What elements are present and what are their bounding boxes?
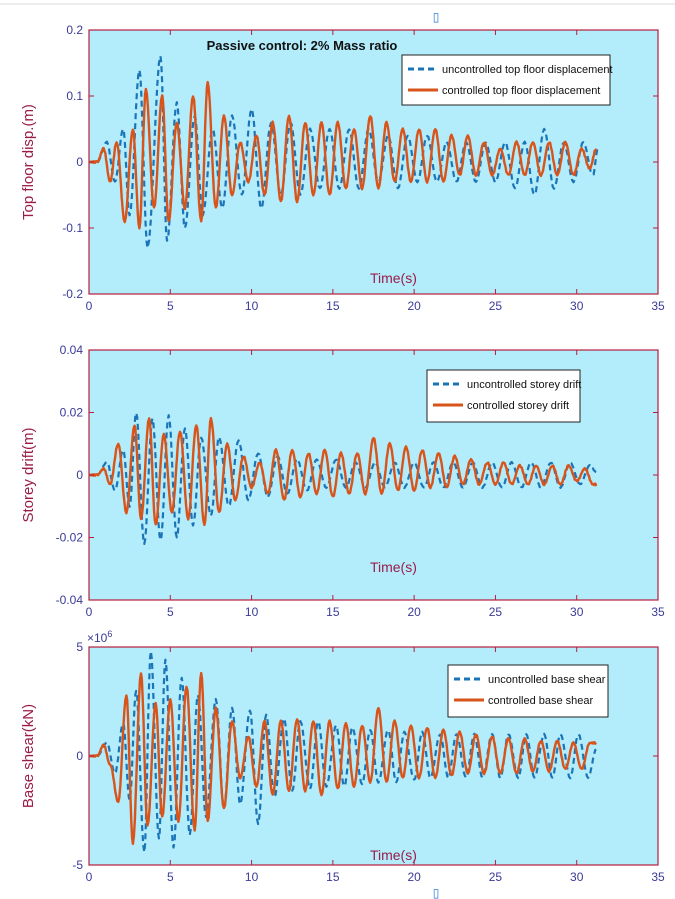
x-tick-label: 30 <box>570 299 584 313</box>
y-tick-label: -0.02 <box>56 531 84 545</box>
legend-box <box>426 369 581 423</box>
top-window-marker[interactable]: ▯ <box>433 10 440 24</box>
subplots: 0 5 10 15 20 25 30 35 -0.2 -0.1 0 0.1 0.2 Time(s) Top … <box>20 23 665 884</box>
uncontrolled-series-line[interactable] <box>89 650 597 854</box>
subplot-2: 0 5 10 15 20 25 30 35 -0.04 -0.02 0 0.02 0.04 Time(s)… <box>20 343 665 619</box>
y-tick-label: 0 <box>76 749 83 763</box>
legend[interactable]: uncontrolled top floor displacement contr… <box>401 54 613 106</box>
x-axis-label: Time(s) <box>370 270 417 286</box>
legend-box <box>401 54 611 106</box>
uncontrolled-series-line[interactable] <box>89 411 597 545</box>
exponent-superscript: 6 <box>107 629 112 639</box>
controlled-series-line[interactable] <box>89 416 598 527</box>
x-tick-label: 15 <box>326 299 340 313</box>
legend-entry-label: controlled storey drift <box>467 400 569 412</box>
controlled-series-line[interactable] <box>89 80 598 230</box>
y-tick-label: 0 <box>76 468 83 482</box>
uncontrolled-series-line[interactable] <box>89 55 599 250</box>
legend[interactable]: uncontrolled storey drift controlled stor… <box>426 369 581 423</box>
y-exponent-label: ×106 <box>87 629 112 645</box>
x-tick-label: 15 <box>326 870 340 884</box>
x-tick-label: 35 <box>651 605 665 619</box>
x-tick-label: 20 <box>407 299 421 313</box>
series-group <box>89 55 599 250</box>
y-tick-label: 0.04 <box>60 343 84 357</box>
x-tick-label: 30 <box>570 870 584 884</box>
y-tick-label: -0.04 <box>56 593 84 607</box>
legend-entry-label: uncontrolled base shear <box>488 674 606 686</box>
bottom-window-marker[interactable]: ▯ <box>433 886 440 899</box>
series-group <box>89 411 598 545</box>
x-tick-label: 35 <box>651 870 665 884</box>
x-axis-label: Time(s) <box>370 847 417 863</box>
x-tick-label: 25 <box>489 870 503 884</box>
x-tick-label: 30 <box>570 605 584 619</box>
x-tick-label: 25 <box>489 605 503 619</box>
y-axis-label: Base shear(kN) <box>20 704 37 808</box>
x-tick-label: 20 <box>407 605 421 619</box>
series-group <box>89 650 597 854</box>
x-tick-label: 15 <box>326 605 340 619</box>
y-tick-label: 0.1 <box>66 89 83 103</box>
legend-entry-label: uncontrolled storey drift <box>467 379 581 391</box>
x-tick-label: 10 <box>245 605 259 619</box>
legend-entry-label: uncontrolled top floor displacement <box>442 64 613 76</box>
x-tick-label: 0 <box>86 299 93 313</box>
y-axis-label: Top floor disp.(m) <box>20 104 37 220</box>
y-tick-label: -0.2 <box>62 287 83 301</box>
x-tick-label: 10 <box>245 870 259 884</box>
chart-title: Passive control: 2% Mass ratio <box>207 38 398 53</box>
controlled-series-line[interactable] <box>89 671 597 845</box>
x-axis-label: Time(s) <box>370 559 417 575</box>
y-tick-label: -0.1 <box>62 221 83 235</box>
legend-box <box>447 664 609 718</box>
y-tick-label: -5 <box>72 858 83 872</box>
legend[interactable]: uncontrolled base shear controlled base s… <box>447 664 609 718</box>
y-tick-label: 0.2 <box>66 23 83 37</box>
x-tick-label: 25 <box>489 299 503 313</box>
x-tick-label: 0 <box>86 605 93 619</box>
x-tick-label: 0 <box>86 870 93 884</box>
subplot-1: 0 5 10 15 20 25 30 35 -0.2 -0.1 0 0.1 0.2 Time(s) Top … <box>20 23 665 313</box>
y-tick-label: 0 <box>76 155 83 169</box>
y-axis-label: Storey drift(m) <box>20 427 37 522</box>
legend-entry-label: controlled base shear <box>488 695 594 707</box>
x-tick-label: 5 <box>167 605 174 619</box>
x-tick-label: 35 <box>651 299 665 313</box>
x-tick-label: 20 <box>407 870 421 884</box>
y-tick-label: 0.02 <box>60 406 84 420</box>
x-tick-label: 10 <box>245 299 259 313</box>
x-tick-label: 5 <box>167 870 174 884</box>
x-tick-label: 5 <box>167 299 174 313</box>
legend-entry-label: controlled top floor displacement <box>442 85 600 97</box>
y-tick-label: 5 <box>76 640 83 654</box>
